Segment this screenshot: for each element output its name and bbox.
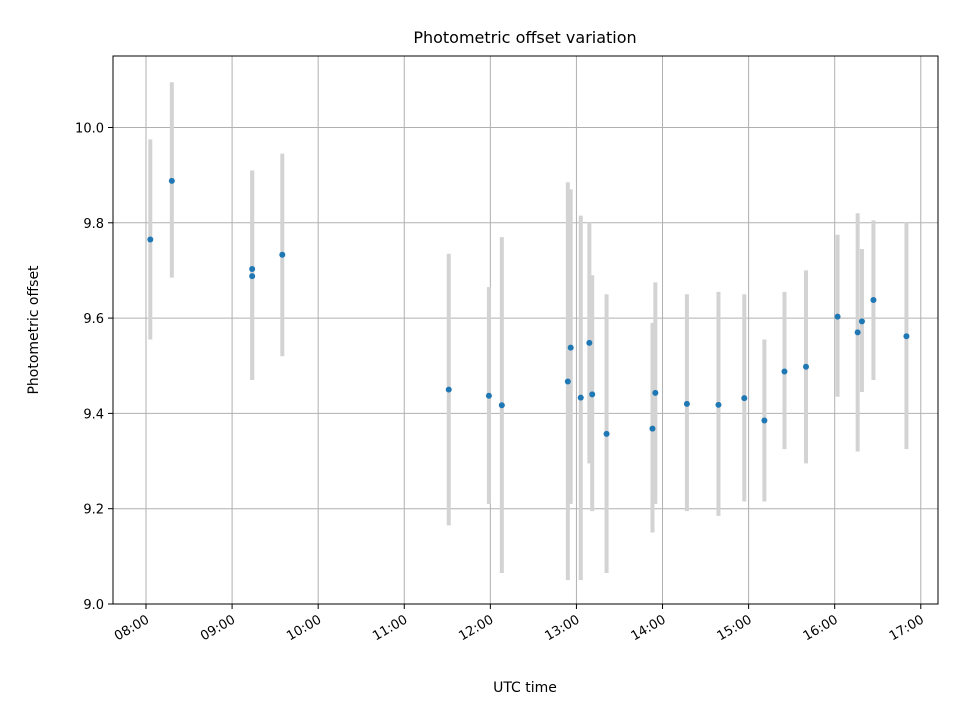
data-point	[603, 430, 610, 437]
data-point	[589, 391, 596, 398]
chart-title: Photometric offset variation	[413, 28, 636, 47]
data-point	[834, 313, 841, 320]
y-tick-label: 9.4	[83, 407, 104, 422]
data-point	[903, 333, 910, 340]
data-point	[279, 251, 286, 258]
data-point	[147, 236, 154, 243]
data-point	[741, 395, 748, 402]
data-point	[567, 344, 574, 351]
y-tick-label: 9.0	[83, 598, 104, 613]
data-point	[858, 318, 865, 325]
data-point	[586, 339, 593, 346]
data-point	[249, 273, 256, 280]
data-point	[652, 389, 659, 396]
plot-frame	[112, 55, 939, 605]
data-point	[485, 392, 492, 399]
data-point	[249, 266, 256, 273]
data-point	[870, 296, 877, 303]
data-points	[147, 177, 910, 437]
y-tick-label: 9.8	[83, 217, 104, 232]
data-point	[498, 402, 505, 409]
data-point	[683, 400, 690, 407]
y-axis-label: Photometric offset	[26, 265, 42, 395]
data-point	[803, 363, 809, 370]
data-point	[715, 401, 722, 408]
y-tick-label: 9.2	[83, 503, 104, 518]
data-point	[445, 386, 452, 393]
data-point	[854, 329, 861, 336]
y-tick-label: 10.0	[75, 121, 104, 136]
data-point	[761, 417, 768, 424]
y-tick-label: 9.6	[83, 312, 104, 327]
data-point	[564, 378, 571, 385]
x-axis-label: UTC time	[493, 680, 557, 696]
data-point	[781, 368, 788, 375]
data-point	[168, 177, 175, 184]
data-point	[577, 394, 584, 401]
data-point	[649, 425, 656, 432]
